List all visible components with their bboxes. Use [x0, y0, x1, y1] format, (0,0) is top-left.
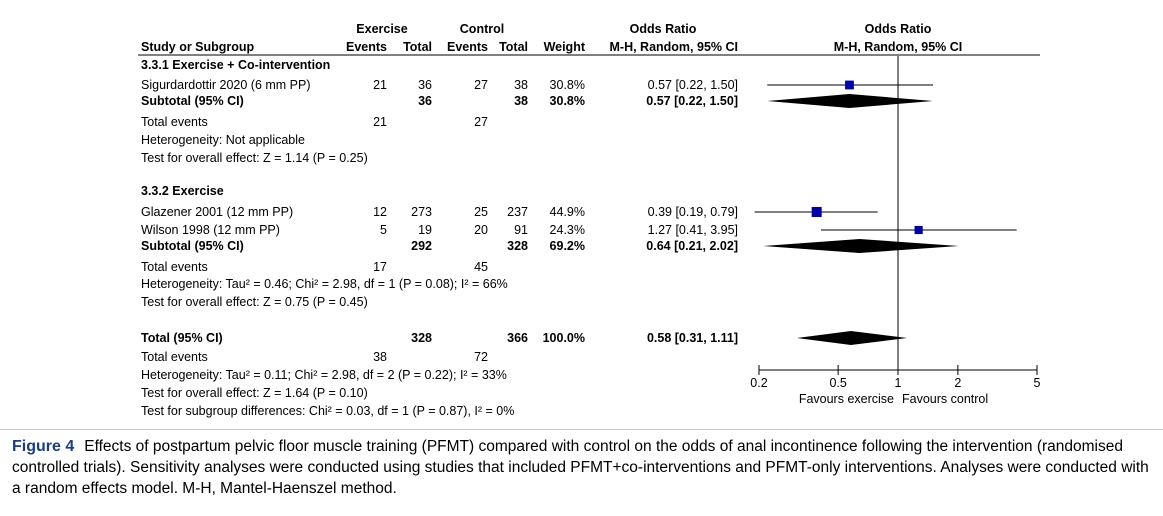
subgroup-2-total-events-control: 45	[474, 260, 488, 274]
header-weight: Weight	[544, 40, 586, 54]
subgroup-2-title: 3.3.2 Exercise	[141, 184, 224, 198]
overall-total-events-label: Total events	[141, 350, 208, 364]
subgroup-1-total-events-exercise: 21	[373, 115, 387, 129]
study-name: Glazener 2001 (12 mm PP)	[141, 205, 293, 219]
caption-divider	[0, 429, 1163, 430]
subgroup-2-total-events-label: Total events	[141, 260, 208, 274]
header-study: Study or Subgroup	[141, 40, 255, 54]
study-name: Wilson 1998 (12 mm PP)	[141, 223, 280, 237]
study-marker	[914, 225, 923, 235]
overall-total-total-control: 366	[507, 331, 528, 345]
study-total-exercise: 36	[418, 78, 432, 92]
figure-caption: Figure 4 Effects of postpartum pelvic flo…	[12, 436, 1152, 499]
overall-total-label: Total (95% CI)	[141, 331, 223, 345]
subgroup-differences: Test for subgroup differences: Chi² = 0.…	[141, 404, 514, 418]
figure-label: Figure 4	[12, 438, 75, 455]
subtotal-2-weight: 69.2%	[550, 239, 585, 253]
header-odds-ratio-plot: Odds Ratio	[865, 22, 932, 36]
favours-exercise-label: Favours exercise	[799, 392, 894, 406]
study-events-control: 25	[474, 205, 488, 219]
subtotal-2-total-control: 328	[507, 239, 528, 253]
study-total-exercise: 273	[411, 205, 432, 219]
study-total-control: 38	[514, 78, 528, 92]
x-tick-label: 0.5	[829, 376, 846, 390]
study-total-control: 91	[514, 223, 528, 237]
figure-caption-text: Effects of postpartum pelvic floor muscl…	[12, 438, 1149, 497]
header-control: Control	[460, 22, 504, 36]
subtotal-2-total-exercise: 292	[411, 239, 432, 253]
overall-heterogeneity: Heterogeneity: Tau² = 0.11; Chi² = 2.98,…	[141, 368, 507, 382]
overall-total-total-exercise: 328	[411, 331, 432, 345]
subgroup-1-heterogeneity: Heterogeneity: Not applicable	[141, 133, 305, 147]
x-tick-label: 1	[895, 376, 902, 390]
header-odds-ratio-text: Odds Ratio	[630, 22, 697, 36]
study-weight: 30.8%	[550, 78, 585, 92]
subgroup-1-total-events-control: 27	[474, 115, 488, 129]
subtotal-1-weight: 30.8%	[550, 94, 585, 108]
subgroup-2-heterogeneity: Heterogeneity: Tau² = 0.46; Chi² = 2.98,…	[141, 277, 508, 291]
overall-total-events-control: 72	[474, 350, 488, 364]
study-name: Sigurdardottir 2020 (6 mm PP)	[141, 78, 311, 92]
subtotal-2-diamond	[763, 239, 959, 253]
subtotal-1-total-control: 38	[514, 94, 528, 108]
overall-effect: Test for overall effect: Z = 1.64 (P = 0…	[141, 386, 368, 400]
subtotal-2-ci: 0.64 [0.21, 2.02]	[646, 239, 738, 253]
study-events-control: 27	[474, 78, 488, 92]
header-total-exercise: Total	[403, 40, 432, 54]
subtotal-2-label: Subtotal (95% CI)	[141, 239, 244, 253]
overall-total-events-exercise: 38	[373, 350, 387, 364]
header-method-plot: M-H, Random, 95% CI	[834, 40, 963, 54]
overall-total-ci: 0.58 [0.31, 1.11]	[647, 331, 738, 345]
subtotal-1-label: Subtotal (95% CI)	[141, 94, 244, 108]
header-method-text: M-H, Random, 95% CI	[610, 40, 739, 54]
subtotal-1-total-exercise: 36	[418, 94, 432, 108]
overall-total-weight: 100.0%	[543, 331, 585, 345]
study-ci: 0.57 [0.22, 1.50]	[648, 78, 738, 92]
study-ci: 0.39 [0.19, 0.79]	[648, 205, 738, 219]
header-total-control: Total	[499, 40, 528, 54]
x-tick-label: 2	[954, 376, 961, 390]
study-events-exercise: 12	[373, 205, 387, 219]
subgroup-1-total-events-label: Total events	[141, 115, 208, 129]
x-tick-label: 5	[1034, 376, 1041, 390]
subgroup-2-total-events-exercise: 17	[373, 260, 387, 274]
subgroup-2-overall-effect: Test for overall effect: Z = 0.75 (P = 0…	[141, 295, 368, 309]
study-marker	[811, 207, 822, 217]
subgroup-1-overall-effect: Test for overall effect: Z = 1.14 (P = 0…	[141, 151, 368, 165]
study-total-control: 237	[507, 205, 528, 219]
favours-control-label: Favours control	[902, 392, 988, 406]
study-events-exercise: 21	[373, 78, 387, 92]
study-ci: 1.27 [0.41, 3.95]	[648, 223, 738, 237]
header-events-exercise: Events	[346, 40, 387, 54]
study-total-exercise: 19	[418, 223, 432, 237]
subtotal-1-diamond	[767, 94, 934, 108]
header-events-control: Events	[447, 40, 488, 54]
forest-plot: Exercise Control Odds Ratio Odds Ratio Study…	[138, 22, 1041, 418]
subtotal-1-ci: 0.57 [0.22, 1.50]	[646, 94, 738, 108]
subgroup-1-title: 3.3.1 Exercise + Co-intervention	[141, 58, 330, 72]
overall-total-diamond	[796, 331, 908, 345]
study-events-control: 20	[474, 223, 488, 237]
x-tick-label: 0.2	[750, 376, 767, 390]
study-weight: 44.9%	[550, 205, 585, 219]
study-events-exercise: 5	[380, 223, 387, 237]
study-marker	[845, 80, 854, 90]
study-weight: 24.3%	[550, 223, 585, 237]
header-exercise: Exercise	[356, 22, 407, 36]
